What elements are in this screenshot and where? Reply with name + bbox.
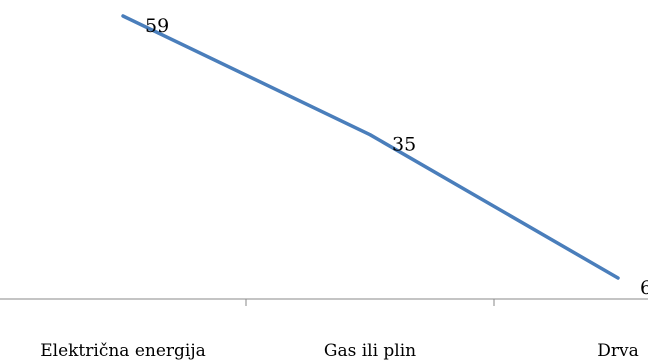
data-labels: 59 35 6 bbox=[145, 15, 648, 299]
x-axis-ticks bbox=[245, 299, 495, 306]
x-tick-label-3: Drva bbox=[597, 341, 639, 360]
series-line bbox=[121, 14, 620, 280]
data-label-1: 59 bbox=[145, 15, 169, 37]
data-label-3: 6 bbox=[640, 277, 648, 299]
data-label-2: 35 bbox=[392, 134, 416, 156]
x-axis-category-labels: Električna energija Gas ili plin Drva bbox=[40, 341, 639, 360]
x-tick-label-2: Gas ili plin bbox=[324, 341, 416, 360]
x-tick-label-1: Električna energija bbox=[40, 341, 206, 360]
